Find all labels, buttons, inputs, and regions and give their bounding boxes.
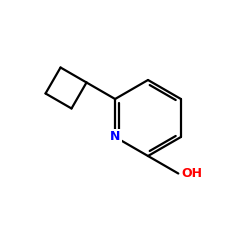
Text: N: N [110, 130, 120, 143]
Text: OH: OH [181, 167, 202, 180]
